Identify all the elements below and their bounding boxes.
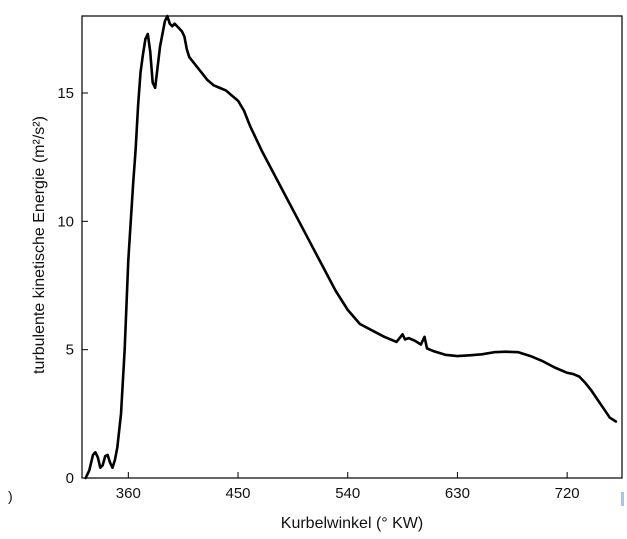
stray-bar xyxy=(621,492,624,506)
x-tick-label: 360 xyxy=(116,485,141,502)
x-tick-label: 450 xyxy=(226,485,251,502)
x-tick-label: 540 xyxy=(335,485,360,502)
y-tick-label: 0 xyxy=(66,470,74,487)
stray-mark: ) xyxy=(8,488,13,504)
y-axis-label: turbulente kinetische Energie (m²/s²) xyxy=(31,116,48,374)
plot-frame xyxy=(81,15,623,479)
series-line xyxy=(84,14,618,480)
series-layer xyxy=(84,14,618,480)
y-axis: 0 5 10 15 xyxy=(57,85,88,487)
y-tick-label: 15 xyxy=(57,85,74,102)
x-axis-label: Kurbelwinkel (° KW) xyxy=(281,515,423,532)
x-tick-label: 720 xyxy=(555,485,580,502)
x-axis: 360 450 540 630 720 xyxy=(116,472,580,502)
y-tick-label: 10 xyxy=(57,213,74,230)
x-tick-label: 630 xyxy=(445,485,470,502)
y-tick-label: 5 xyxy=(66,342,74,359)
